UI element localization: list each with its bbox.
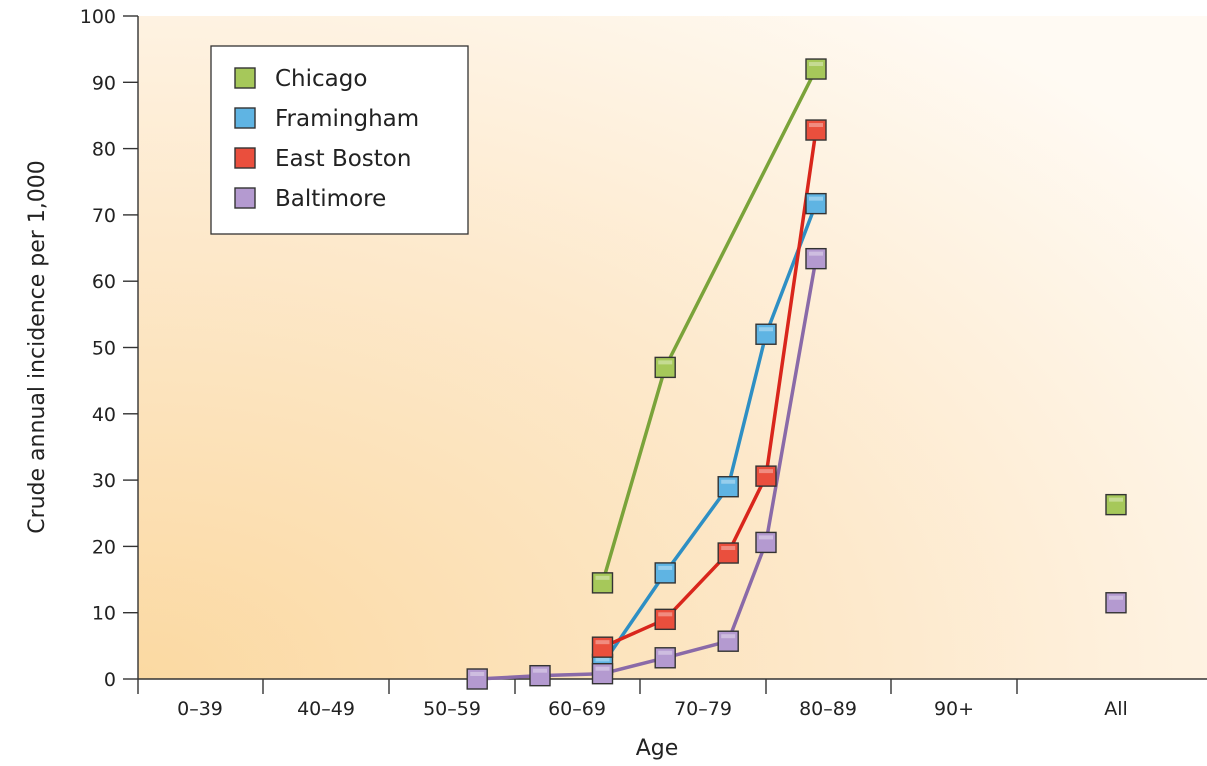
marker-baltimore-2-highlight [596, 667, 610, 671]
x-tick-label-7: All [1104, 698, 1128, 720]
marker-baltimore-4-highlight [721, 634, 735, 638]
y-axis-title: Crude annual incidence per 1,000 [25, 160, 50, 534]
marker-baltimore-6-highlight [809, 252, 823, 256]
x-tick-label-3: 60–69 [548, 698, 606, 720]
y-tick-label-30: 30 [92, 470, 116, 492]
legend-label-framingham: Framingham [275, 106, 419, 132]
y-tick-label-60: 60 [92, 271, 116, 293]
legend-label-chicago: Chicago [275, 66, 367, 92]
marker-east-boston-3-highlight [759, 469, 773, 473]
y-tick-label-50: 50 [92, 338, 116, 360]
y-tick-label-20: 20 [92, 536, 116, 558]
y-tick-label-0: 0 [104, 669, 116, 691]
marker-framingham-0-highlight [596, 657, 610, 661]
marker-framingham-4-highlight [809, 197, 823, 201]
marker-framingham-3-highlight [759, 327, 773, 331]
x-tick-label-2: 50–59 [423, 698, 481, 720]
marker-framingham-1-highlight [658, 566, 672, 570]
y-tick-label-10: 10 [92, 603, 116, 625]
marker-east-boston-4-highlight [809, 123, 823, 127]
marker-chicago-all-highlight [1109, 498, 1123, 502]
marker-east-boston-0-highlight [596, 640, 610, 644]
marker-baltimore-1-highlight [533, 669, 547, 673]
legend-label-baltimore: Baltimore [275, 186, 386, 212]
y-tick-label-40: 40 [92, 404, 116, 426]
marker-chicago-2-highlight [809, 62, 823, 66]
marker-east-boston-1-highlight [658, 612, 672, 616]
legend: Chicago Framingham East Boston Baltimore [211, 46, 468, 234]
y-tick-label-100: 100 [80, 6, 116, 28]
marker-chicago-0-highlight [596, 576, 610, 580]
marker-east-boston-2-highlight [721, 546, 735, 550]
marker-chicago-1-highlight [658, 360, 672, 364]
y-tick-label-80: 80 [92, 139, 116, 161]
y-tick-label-90: 90 [92, 72, 116, 94]
legend-swatch-east-boston [235, 148, 255, 168]
x-tick-label-1: 40–49 [297, 698, 355, 720]
x-tick-label-5: 80–89 [799, 698, 857, 720]
legend-swatch-chicago [235, 68, 255, 88]
legend-swatch-framingham [235, 108, 255, 128]
x-tick-label-6: 90+ [934, 698, 974, 720]
legend-swatch-baltimore [235, 188, 255, 208]
legend-label-east-boston: East Boston [275, 146, 411, 172]
y-tick-label-70: 70 [92, 205, 116, 227]
marker-baltimore-5-highlight [759, 535, 773, 539]
marker-baltimore-3-highlight [658, 651, 672, 655]
x-tick-label-4: 70–79 [674, 698, 732, 720]
x-tick-label-0: 0–39 [177, 698, 223, 720]
marker-baltimore-all-highlight [1109, 596, 1123, 600]
marker-framingham-2-highlight [721, 480, 735, 484]
marker-baltimore-0-highlight [470, 672, 484, 676]
x-axis-title: Age [636, 736, 679, 761]
